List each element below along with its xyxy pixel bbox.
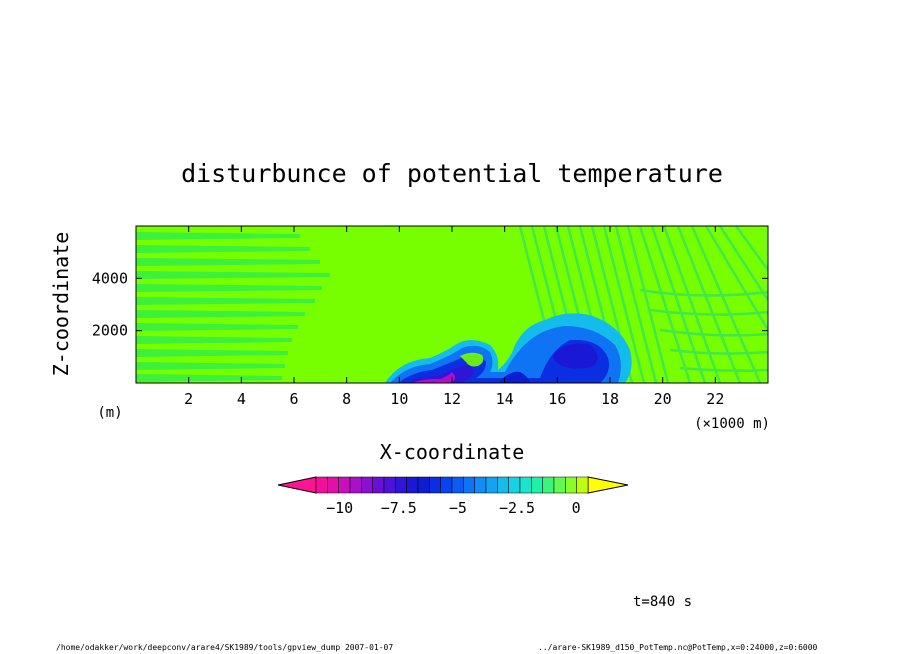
colorbar-segment — [565, 476, 577, 494]
colorbar-segment — [361, 476, 373, 494]
x-tick-label: 6 — [289, 390, 298, 408]
colorbar-segment — [451, 476, 464, 494]
x-tick-label: 14 — [496, 390, 514, 408]
y-axis: 2000 4000 — [92, 269, 768, 340]
colorbar-segment — [508, 476, 521, 494]
x-unit-label: (×1000 m) — [694, 416, 770, 432]
x-tick-label: 4 — [237, 390, 246, 408]
x-tick-label: 10 — [390, 390, 408, 408]
colorbar-segment — [440, 476, 453, 494]
colorbar-segment — [327, 476, 339, 494]
x-tick-label: 2 — [184, 390, 193, 408]
x-axis: 2 4 6 8 10 12 14 16 18 20 22 — [184, 226, 724, 408]
colorbar-segment — [542, 476, 555, 494]
colorbar-tick-label: −7.5 — [381, 499, 417, 517]
x-tick-label: 22 — [706, 390, 724, 408]
time-label: t=840 s — [633, 594, 693, 610]
footer-dataset: ../arare-SK1989_d150_PotTemp.nc@PotTemp,… — [538, 643, 818, 652]
colorbar-segment — [429, 476, 441, 494]
y-axis-label: Z-coordinate — [49, 232, 73, 377]
colorbar-segment — [485, 476, 498, 494]
y-tick-label: 4000 — [92, 269, 128, 287]
chart-title: disturbunce of potential temperature — [181, 159, 723, 188]
x-tick-label: 20 — [654, 390, 672, 408]
x-tick-label: 18 — [601, 390, 619, 408]
colorbar-tick-label: 0 — [572, 499, 581, 517]
colorbar-segment — [383, 476, 396, 494]
colorbar-segment — [463, 476, 475, 494]
colorbar-segment — [406, 476, 419, 494]
colorbar-high-arrow — [587, 476, 629, 494]
colorbar-segment — [531, 476, 543, 494]
x-tick-label: 8 — [342, 390, 351, 408]
colorbar-segment — [553, 476, 566, 494]
left-banding — [136, 232, 330, 382]
x-axis-label: X-coordinate — [380, 440, 525, 464]
colorbar-segment — [315, 476, 328, 494]
plot-area — [136, 226, 768, 383]
x-tick-label: 16 — [548, 390, 566, 408]
colorbar-segment — [576, 476, 589, 494]
colorbar-segment — [395, 476, 407, 494]
colorbar-segment — [497, 476, 509, 494]
colorbar-tick-label: −2.5 — [499, 499, 535, 517]
cold-pool — [385, 313, 632, 383]
colorbar-segment — [349, 476, 362, 494]
y-unit-label: (m) — [97, 405, 122, 421]
colorbar-segment — [519, 476, 532, 494]
colorbar-segment — [372, 476, 385, 494]
colorbar-segment — [417, 476, 430, 494]
x-tick-label: 12 — [443, 390, 461, 408]
colorbar-tick-label: −5 — [449, 499, 467, 517]
colorbar-segment — [474, 476, 487, 494]
y-tick-label: 2000 — [92, 322, 128, 340]
colorbar-low-arrow — [277, 476, 317, 494]
colorbar-segment — [338, 476, 351, 494]
colorbar: −10 −7.5 −5 −2.5 0 — [277, 476, 629, 517]
colorbar-tick-label: −10 — [326, 499, 353, 517]
footer-path: /home/odakker/work/deepconv/arare4/SK198… — [56, 643, 394, 652]
